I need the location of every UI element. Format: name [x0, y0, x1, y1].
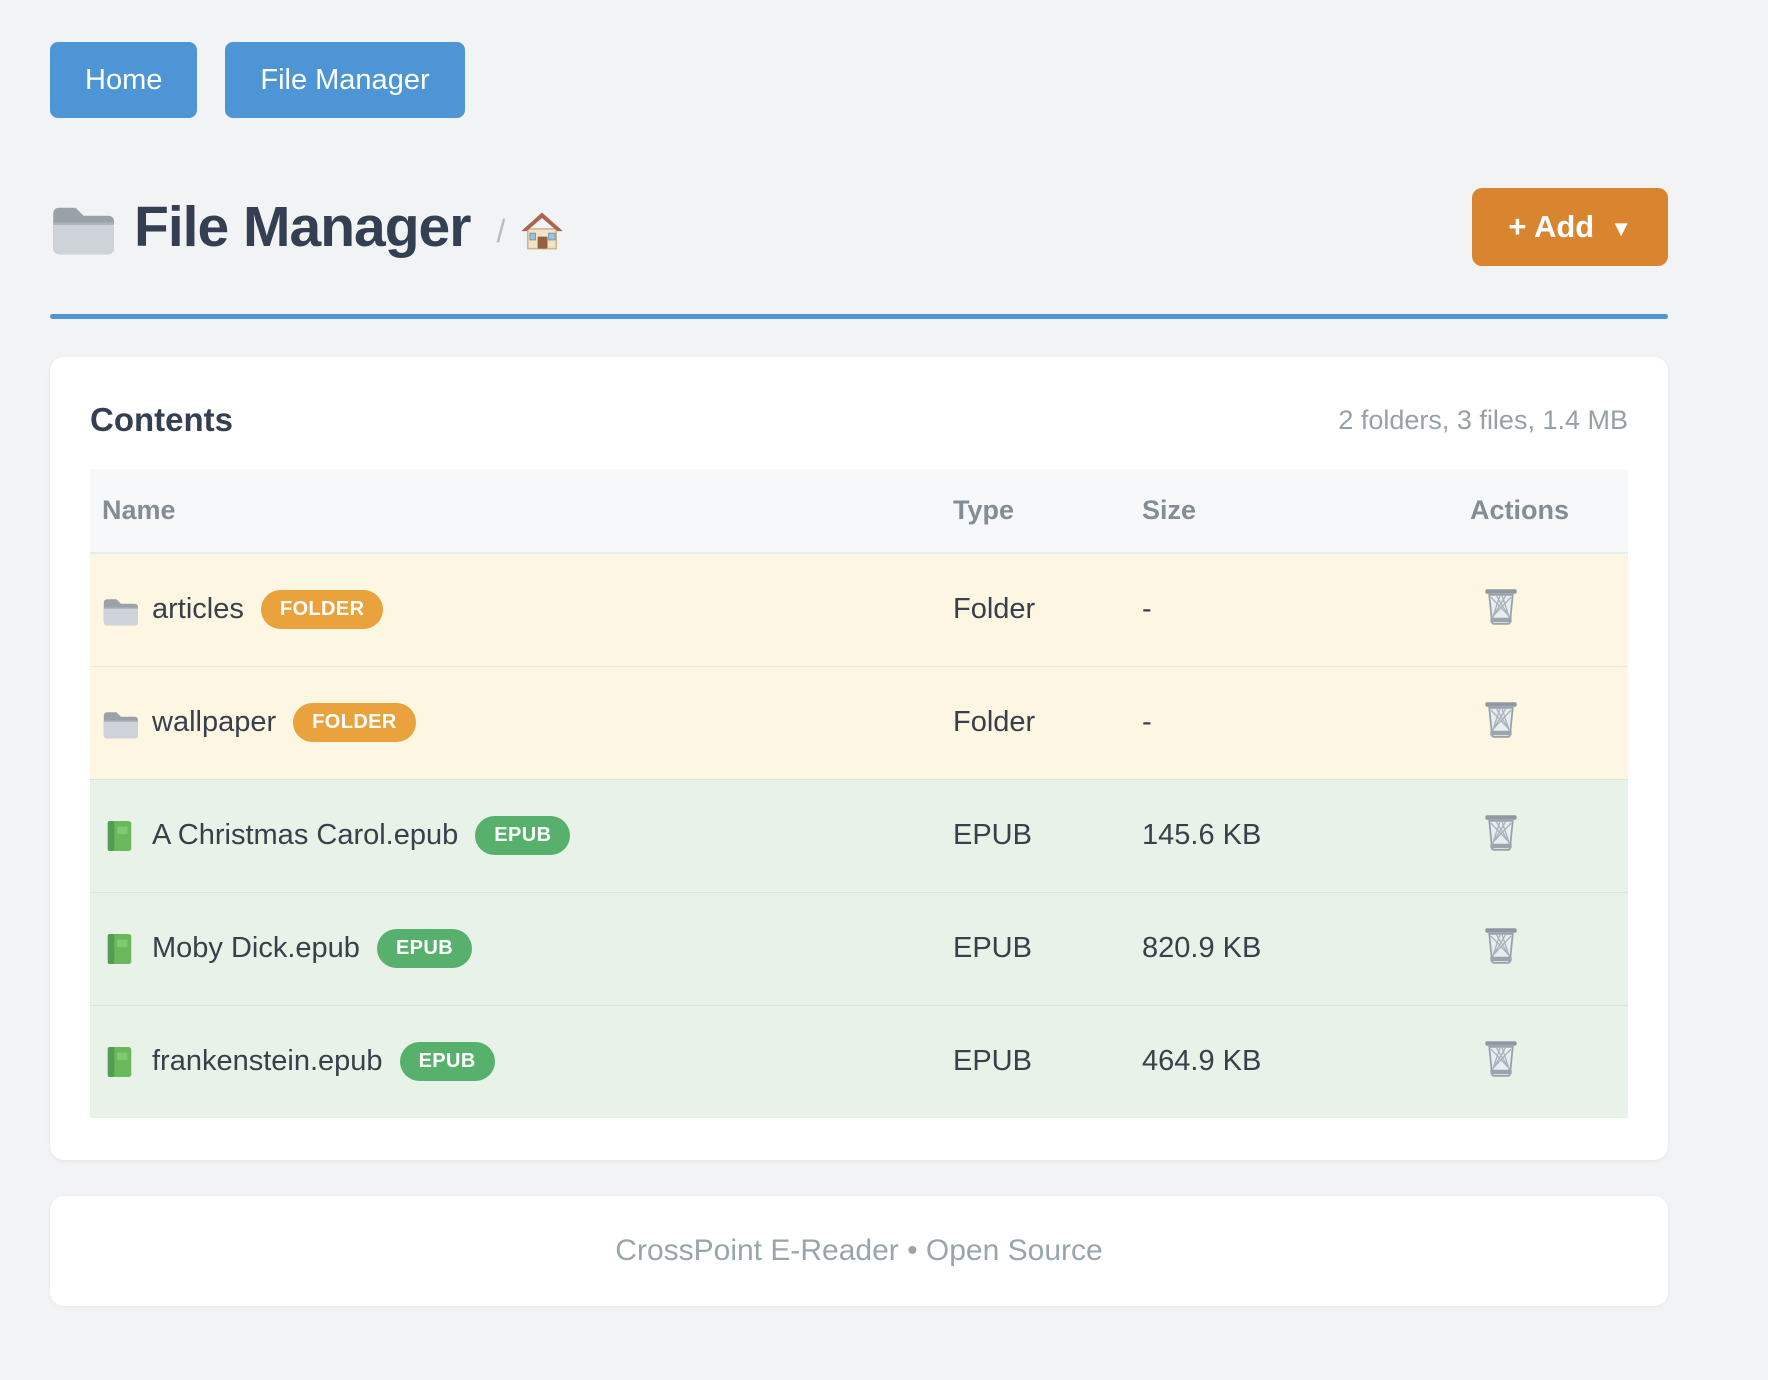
- column-header-actions: Actions: [1458, 469, 1628, 554]
- page: Home File Manager File Manager / + Add ▼…: [50, 0, 1668, 1306]
- footer: CrossPoint E-Reader • Open Source: [50, 1196, 1668, 1306]
- footer-text: CrossPoint E-Reader • Open Source: [615, 1234, 1103, 1267]
- table-row: A Christmas Carol.epub EPUB EPUB 145.6 K…: [90, 778, 1628, 892]
- title-group: File Manager /: [50, 194, 565, 260]
- add-button[interactable]: + Add ▼: [1472, 188, 1668, 266]
- table-row: Moby Dick.epub EPUB EPUB 820.9 KB: [90, 891, 1628, 1005]
- green-book-icon: [107, 933, 134, 964]
- nav-file-manager-button[interactable]: File Manager: [225, 42, 465, 118]
- folder-icon: [103, 598, 138, 626]
- type-cell: Folder: [953, 593, 1036, 626]
- file-type-badge: EPUB: [399, 1042, 495, 1082]
- contents-table-head: Name Type Size Actions: [90, 469, 1628, 554]
- nav-home-button[interactable]: Home: [50, 42, 198, 118]
- type-cell: EPUB: [941, 1004, 1130, 1118]
- trash-icon: [1484, 813, 1518, 851]
- file-type-badge: FOLDER: [293, 703, 416, 742]
- file-type-badge: EPUB: [475, 816, 571, 855]
- contents-table-body: articles FOLDER Folder - wallpaper FOLDE…: [90, 553, 1628, 1118]
- table-row: frankenstein.epub EPUB EPUB 464.9 KB: [90, 1004, 1628, 1118]
- column-header-name: Name: [90, 469, 941, 554]
- entry-name[interactable]: articles: [152, 593, 244, 626]
- size-cell: 820.9 KB: [1130, 891, 1458, 1005]
- size-cell: -: [1142, 593, 1152, 626]
- folder-icon: [103, 711, 138, 739]
- file-type-badge: FOLDER: [260, 590, 384, 630]
- size-cell: 145.6 KB: [1130, 778, 1458, 892]
- column-header-size: Size: [1130, 469, 1458, 554]
- title-divider: [50, 314, 1668, 319]
- entry-name[interactable]: frankenstein.epub: [152, 1045, 383, 1078]
- size-cell: -: [1130, 665, 1458, 779]
- page-title: File Manager: [134, 195, 471, 259]
- contents-card-header: Contents 2 folders, 3 files, 1.4 MB: [90, 401, 1628, 439]
- trash-icon: [1484, 700, 1518, 738]
- size-cell: 464.9 KB: [1130, 1004, 1458, 1118]
- contents-title: Contents: [90, 401, 233, 438]
- file-type-badge: EPUB: [376, 929, 473, 968]
- top-nav: Home File Manager: [50, 0, 1668, 118]
- add-button-label: + Add: [1508, 209, 1595, 244]
- trash-icon: [1484, 926, 1518, 964]
- delete-button[interactable]: [1470, 587, 1518, 625]
- trash-icon: [1484, 1040, 1518, 1077]
- contents-table: Name Type Size Actions articles FOLDER F…: [90, 469, 1628, 1118]
- delete-button[interactable]: [1470, 700, 1518, 738]
- type-cell: Folder: [941, 665, 1130, 779]
- house-icon[interactable]: [519, 207, 565, 253]
- type-cell: EPUB: [941, 778, 1130, 892]
- delete-button[interactable]: [1470, 1039, 1518, 1077]
- green-book-icon: [107, 820, 134, 851]
- entry-name[interactable]: Moby Dick.epub: [152, 932, 360, 964]
- entry-name[interactable]: A Christmas Carol.epub: [152, 819, 459, 851]
- column-header-type: Type: [941, 469, 1130, 554]
- type-cell: EPUB: [941, 891, 1130, 1005]
- green-book-icon: [107, 1046, 134, 1077]
- delete-button[interactable]: [1470, 926, 1518, 964]
- folder-icon: [52, 206, 114, 255]
- breadcrumb: /: [496, 212, 506, 249]
- contents-summary: 2 folders, 3 files, 1.4 MB: [1338, 404, 1628, 435]
- table-row: wallpaper FOLDER Folder -: [90, 665, 1628, 779]
- caret-down-icon: ▼: [1610, 215, 1632, 241]
- page-header: File Manager / + Add ▼: [50, 188, 1668, 266]
- delete-button[interactable]: [1470, 813, 1518, 851]
- table-row: articles FOLDER Folder -: [90, 553, 1628, 666]
- entry-name[interactable]: wallpaper: [152, 706, 277, 738]
- contents-card: Contents 2 folders, 3 files, 1.4 MB Name…: [50, 357, 1668, 1160]
- trash-icon: [1484, 588, 1518, 625]
